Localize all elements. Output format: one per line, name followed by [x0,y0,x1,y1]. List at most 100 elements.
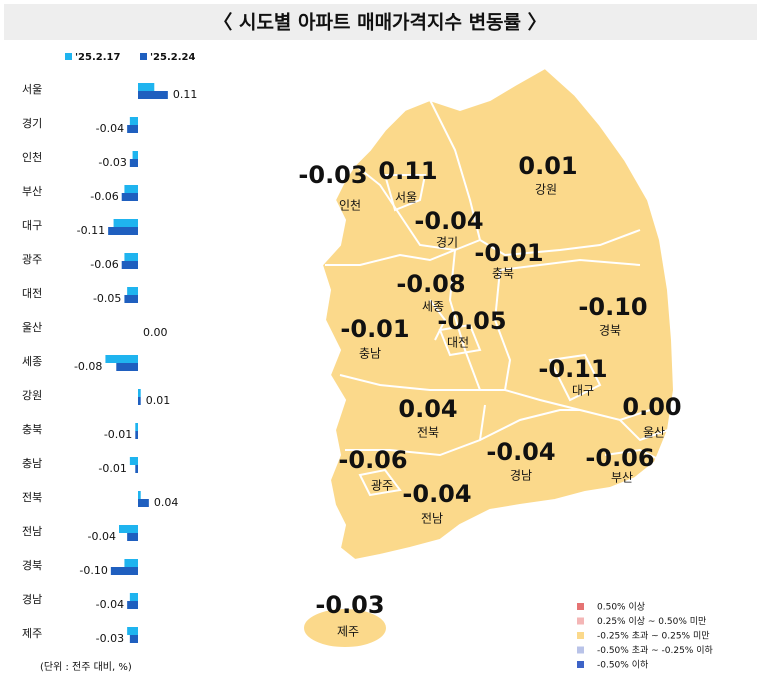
bar [138,83,155,91]
map-region-name: 광주 [371,479,393,493]
bar [129,117,138,125]
bar [129,159,138,167]
map-value: -0.03 [298,161,367,189]
category-label: 강원 [22,389,42,402]
bar [127,287,138,295]
map-value: 0.01 [518,152,577,180]
category-label: 경남 [22,593,42,606]
legend-swatch [140,53,147,60]
map-value: 0.04 [398,395,457,423]
bar [138,91,168,99]
map-legend-label: 0.25% 이상 ~ 0.50% 미만 [597,616,706,627]
bar [138,389,141,397]
bar [124,185,138,193]
value-label: -0.04 [88,530,116,543]
bar [124,253,138,261]
map-legend-label: -0.50% 이하 [597,660,649,671]
value-label: -0.01 [98,462,126,475]
category-label: 부산 [22,185,42,198]
value-label: -0.11 [77,224,105,237]
map-legend-swatch [577,646,584,654]
bar [121,193,138,201]
map-region-name: 인천 [339,198,361,213]
map-legend-label: -0.50% 초과 ~ -0.25% 이하 [597,645,714,656]
bar [124,295,138,303]
category-label: 울산 [22,321,42,334]
value-label: 0.04 [154,496,179,509]
category-label: 대구 [22,219,42,232]
category-label: 충남 [22,457,42,470]
legend-label: '25.2.17 [75,52,120,63]
map-value: -0.04 [414,207,483,235]
map-region-name: 전북 [417,426,439,440]
category-label: 인천 [22,150,42,164]
map-region-name: 경남 [510,469,532,483]
map-value: -0.10 [578,293,647,321]
map-legend-swatch [577,661,584,668]
map-value: -0.11 [538,355,607,383]
map-legend-swatch [577,603,584,610]
value-label: -0.06 [90,258,118,271]
map-legend-label: 0.50% 이상 [597,602,645,613]
map-value: -0.04 [486,438,555,466]
bar [116,363,138,371]
bar [121,261,138,269]
map-value: -0.06 [585,444,654,472]
category-label: 충북 [22,423,42,436]
unit-note: (단위 : 전주 대비, %) [40,660,132,673]
bar [127,627,138,635]
map-value: -0.08 [396,270,465,298]
map-region-name: 울산 [643,426,665,440]
bar [113,219,138,227]
bar [132,151,138,159]
value-label: -0.08 [74,360,102,373]
map-legend-swatch [577,632,584,639]
value-label: 0.00 [143,326,168,339]
map-value: -0.03 [315,591,384,619]
value-label: -0.05 [93,292,121,305]
category-label: 경북 [22,559,42,572]
map-value: -0.01 [474,239,543,267]
bar [138,499,149,507]
category-label: 경기 [22,117,42,130]
map-value: -0.06 [338,446,407,474]
map-value: -0.04 [402,480,471,508]
map-region-name: 제주 [337,625,359,639]
map-region-name: 대구 [572,384,594,398]
bar [129,635,138,643]
bar [135,465,138,473]
map-jeju [302,607,388,649]
value-label: -0.03 [98,156,126,169]
bar [138,397,141,405]
map-region-name: 서울 [395,191,417,205]
bar [124,559,138,567]
map-value: 0.11 [378,157,437,185]
value-label: -0.03 [96,632,124,645]
map-value: -0.05 [437,307,506,335]
bar [127,601,138,609]
bar [129,457,138,465]
category-label: 전남 [22,525,42,538]
map: 0.11서울-0.04경기-0.03인천-0.06부산-0.11대구-0.06광… [298,66,682,649]
bar [129,593,138,601]
bar [119,525,138,533]
bar [127,533,138,541]
bar [138,491,141,499]
map-region-name: 전남 [421,512,443,526]
map-region-name: 강원 [535,183,557,197]
map-region-name: 충남 [359,347,381,361]
value-label: -0.04 [96,122,124,135]
map-region-name: 대전 [447,336,469,350]
legend-swatch [65,53,72,60]
category-label: 전북 [22,491,42,504]
bar [135,431,138,439]
region-borders [325,99,669,497]
map-region-name: 경북 [599,324,621,338]
map-value: -0.01 [340,315,409,343]
bar [105,355,138,363]
value-label: -0.06 [90,190,118,203]
map-region-name: 경기 [436,236,458,250]
value-label: -0.04 [96,598,124,611]
map-legend-swatch [577,617,584,625]
